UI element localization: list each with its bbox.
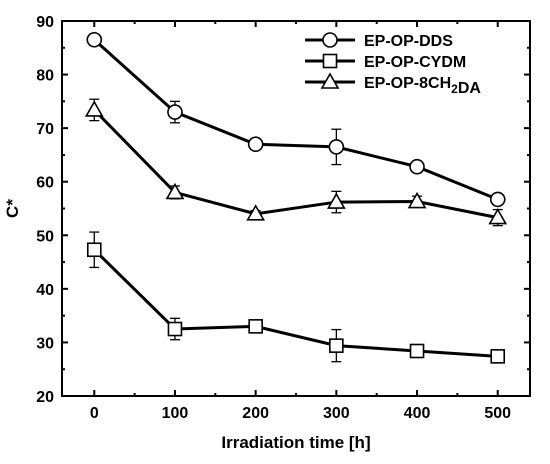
y-tick-label: 20 [36,389,54,406]
legend-marker [322,32,338,48]
legend-label: EP-OP-DDS [364,33,453,50]
x-axis-label: Irradiation time [h] [221,433,370,452]
data-point [326,192,346,209]
series-1 [86,31,506,208]
x-tick-label: 400 [404,405,431,422]
data-point [409,343,425,359]
x-tick-label: 300 [323,405,350,422]
series-2 [86,231,506,364]
series-3 [84,98,508,227]
legend-item: EP-OP-DDS [305,32,453,50]
data-point [409,158,425,175]
y-axis-label: C* [3,199,22,218]
data-point [86,31,103,48]
y-tick-label: 60 [36,175,54,192]
x-tick-label: 0 [90,405,99,422]
x-tick-label: 100 [162,405,189,422]
x-tick-label: 500 [484,405,511,422]
y-tick-label: 90 [36,14,54,31]
legend-item: EP-OP-CYDM [305,53,466,71]
y-tick-label: 30 [36,335,54,352]
data-point [247,136,264,153]
data-point [165,182,185,200]
y-tick-label: 80 [36,68,54,85]
data-point [84,100,104,117]
data-point [488,207,508,225]
legend-label: EP-OP-8CH2DA [364,75,481,97]
data-point [328,139,345,155]
data-point [407,191,427,209]
x-tick-label: 200 [242,405,269,422]
legend: EP-OP-DDS EP-OP-CYDM EP-OP-8CH2DA [305,32,481,97]
legend-marker [322,53,338,69]
axes: 20 30 40 50 60 70 80 90 0 100 200 300 400 500 [36,14,531,422]
data-point [167,321,183,337]
data-point [490,349,506,364]
legend-item: EP-OP-8CH2DA [305,72,481,97]
series-line [93,38,499,201]
legend-marker [320,72,340,89]
legend-label: EP-OP-CYDM [364,54,466,71]
data-point [167,104,183,120]
y-tick-label: 50 [36,228,54,245]
y-tick-label: 40 [36,282,54,299]
data-point [248,319,263,334]
data-point [329,338,344,353]
data-point [489,191,506,208]
series-line [93,108,499,220]
series-line [93,248,498,358]
data-point [86,242,102,258]
y-tick-label: 70 [36,121,54,138]
series-layer [84,31,508,364]
data-point [246,204,266,221]
